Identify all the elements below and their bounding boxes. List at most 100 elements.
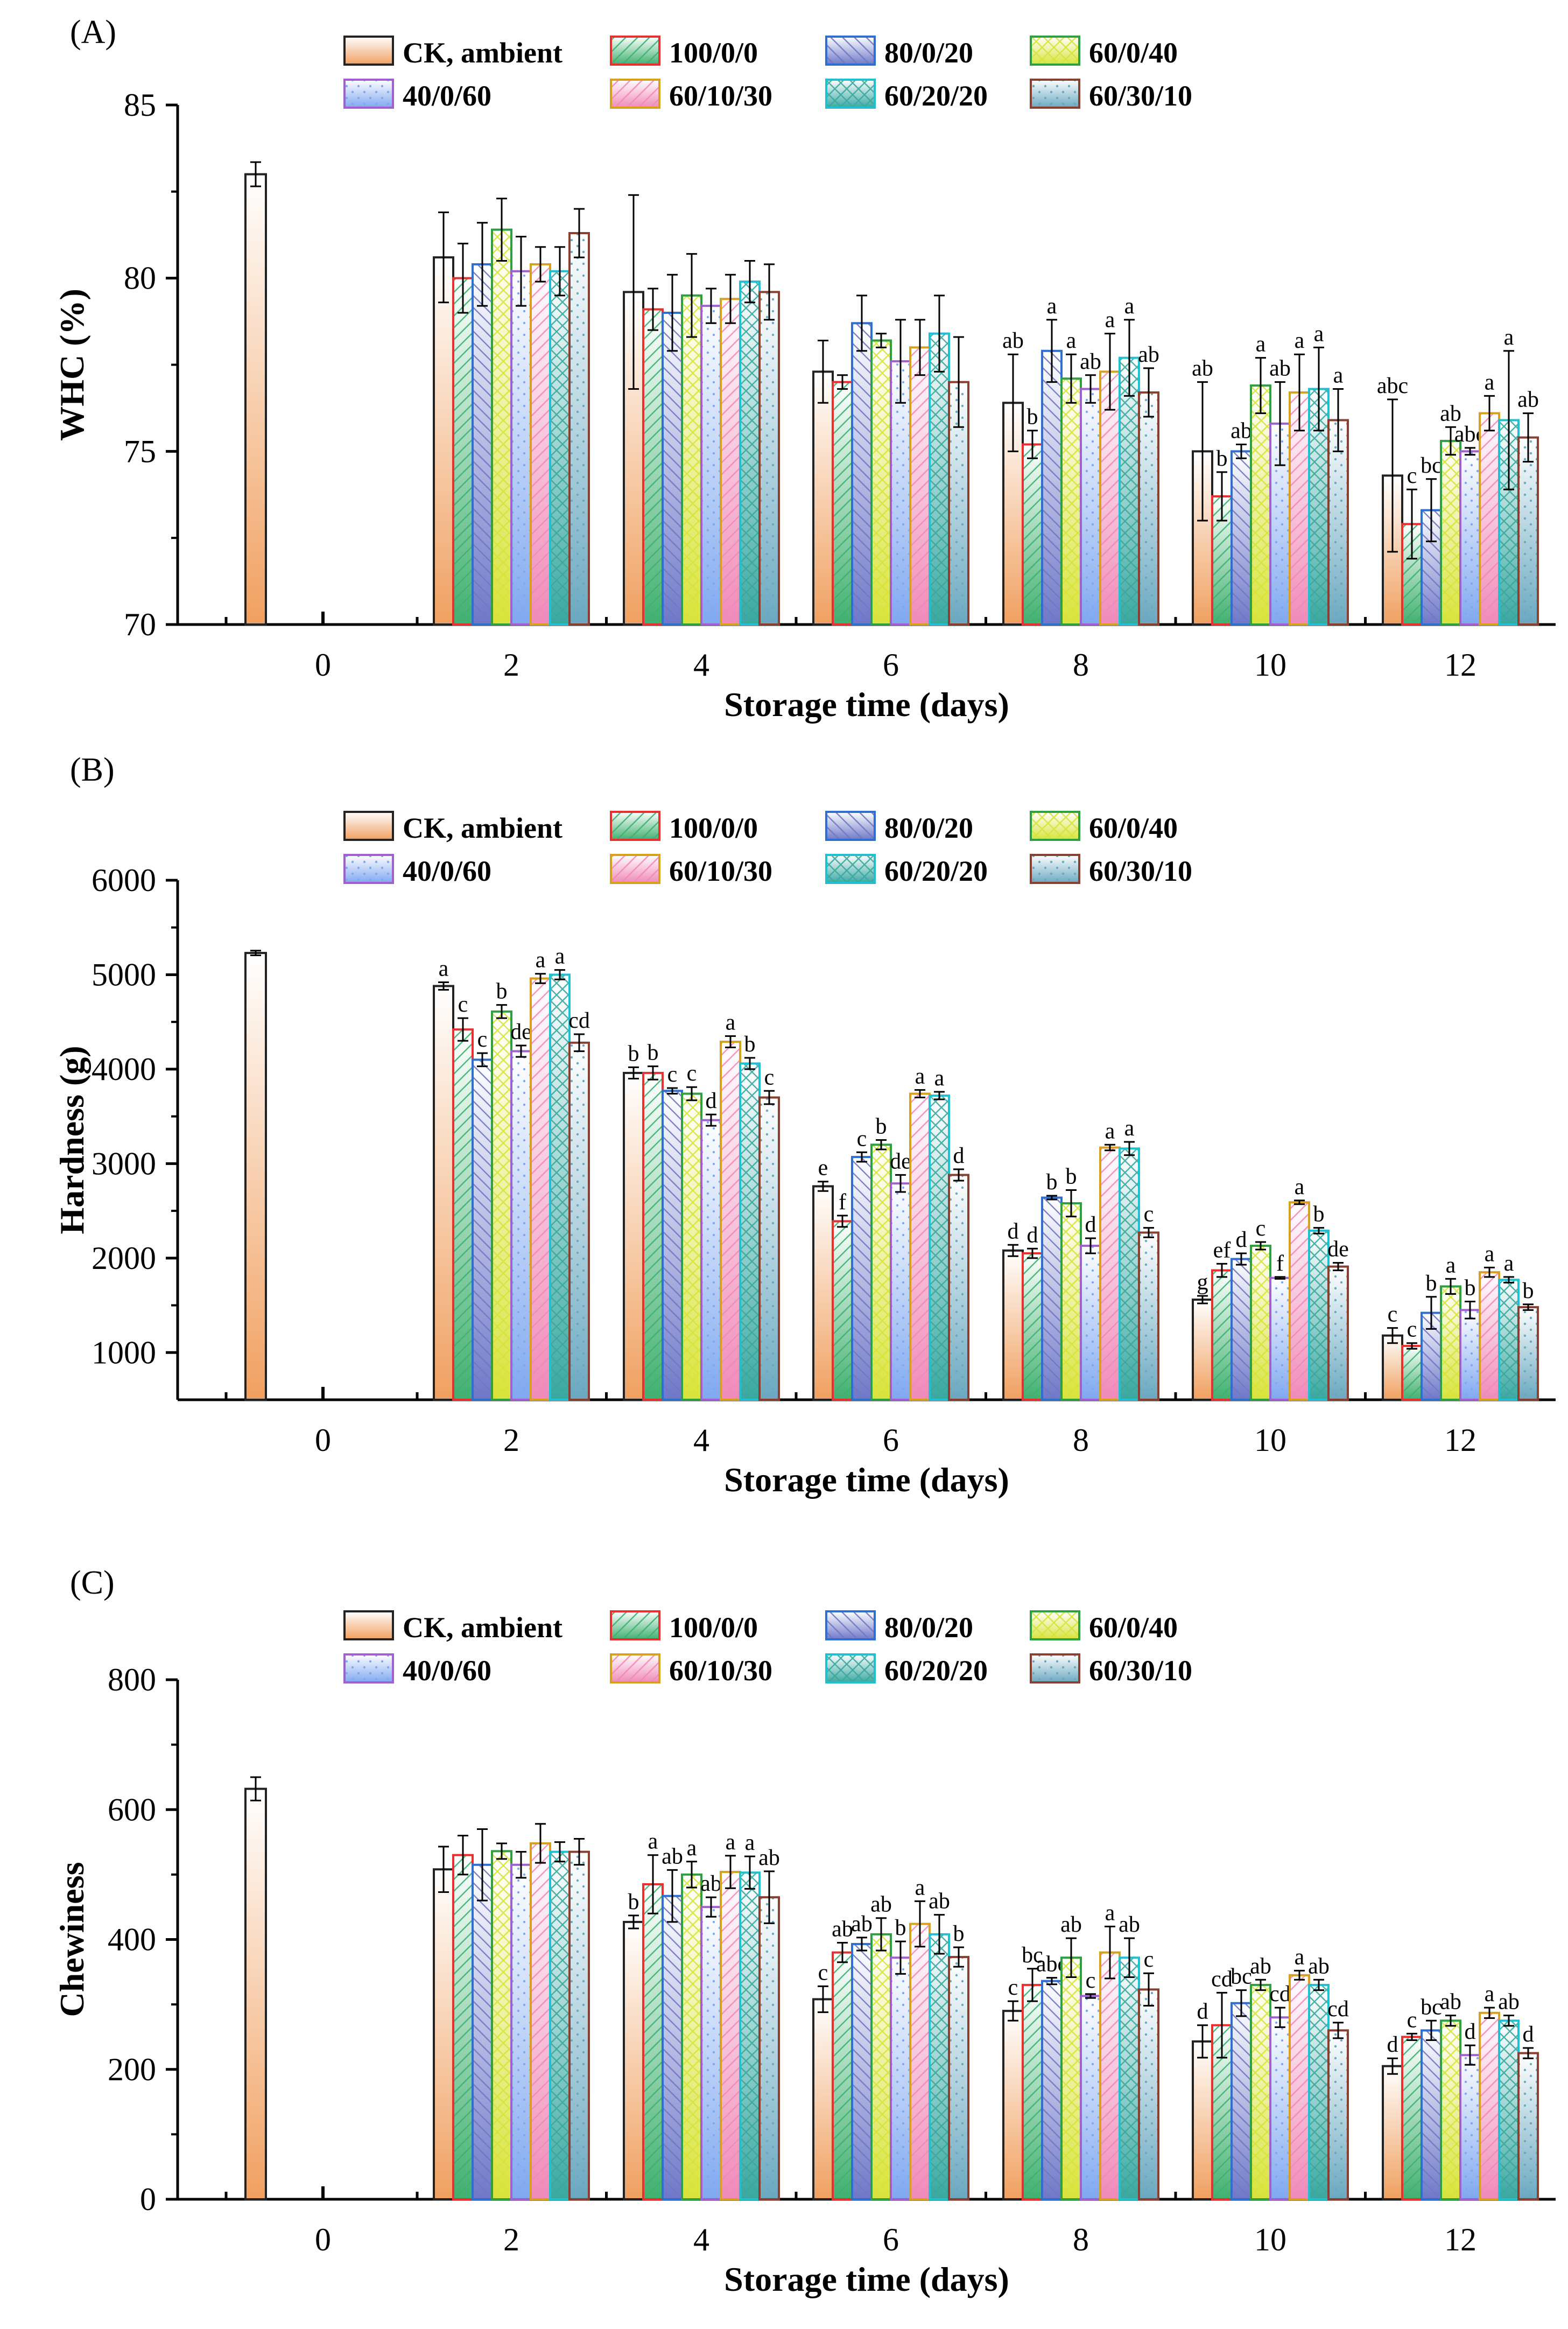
significance-label: ab (1269, 356, 1291, 381)
legend-item: 60/30/10 (1030, 1653, 1192, 1687)
panel-letter: (C) (70, 1565, 115, 1601)
bar: e (812, 1156, 834, 1401)
significance-label: ab (929, 1889, 950, 1914)
bar (739, 260, 761, 626)
significance-label: d (1465, 2019, 1476, 2044)
bar: c (1401, 464, 1423, 626)
legend-label: 60/20/20 (884, 80, 988, 112)
legend-item: 40/0/60 (343, 79, 491, 112)
bar (851, 294, 873, 626)
x-axis-title: Storage time (days) (724, 1461, 1009, 1499)
legend-item: CK, ambient (343, 811, 562, 844)
bar (681, 253, 702, 626)
significance-label: c (818, 1960, 828, 1985)
bar (452, 242, 474, 626)
bar: a (1099, 1900, 1121, 2200)
significance-label: a (1485, 370, 1495, 395)
bar: a (530, 948, 551, 1401)
bar: d (700, 1089, 722, 1401)
y-tick-label: 800 (108, 1662, 156, 1697)
significance-label: ab (851, 1912, 873, 1937)
legend-label: 60/30/10 (1089, 1654, 1192, 1687)
significance-label: c (1256, 1216, 1266, 1241)
significance-label: a (648, 1829, 658, 1854)
legend-item: 40/0/60 (343, 854, 491, 887)
x-tick-label: 0 (315, 1422, 331, 1458)
bar: b (870, 1114, 892, 1401)
bar (433, 1846, 454, 2201)
significance-label: a (1256, 332, 1266, 357)
bar: ab (851, 1912, 873, 2201)
x-tick-label: 4 (693, 647, 709, 683)
significance-label: d (1523, 2022, 1534, 2047)
bar: d (1002, 1219, 1024, 1401)
significance-label: a (1047, 294, 1057, 319)
y-axis-title: Chewiness (53, 1862, 91, 2017)
bar: c (662, 1062, 683, 1401)
bar: a (1327, 363, 1349, 626)
significance-label: c (1407, 1317, 1417, 1342)
significance-label: f (1276, 1251, 1284, 1276)
bar: c (1002, 1975, 1024, 2200)
legend-label: 80/0/20 (884, 1611, 973, 1644)
significance-label: ab (1002, 328, 1024, 353)
significance-label: ab (1192, 356, 1213, 381)
bar (530, 1823, 551, 2201)
legend-label: 60/30/10 (1089, 80, 1192, 112)
bar: ab (700, 1871, 722, 2200)
bar: ab (1080, 349, 1101, 626)
panel-2: (C) CK, ambient 100/0/0 80/0/20 60/0/40 40/0/… (53, 1565, 1556, 2298)
legend-label: 60/0/40 (1089, 812, 1178, 844)
legend-item: 60/10/30 (610, 1653, 772, 1687)
significance-label: ab (1231, 418, 1252, 443)
significance-label: e (818, 1156, 828, 1181)
significance-label: a (1295, 1175, 1305, 1199)
significance-label: b (628, 1890, 639, 1914)
bar: b (1211, 446, 1233, 626)
bar: c (1138, 1947, 1159, 2201)
significance-label: a (1295, 328, 1305, 353)
panel-letter: (B) (70, 752, 115, 788)
y-axis-title: WHC (%) (53, 289, 91, 441)
bar: c (758, 1065, 780, 1401)
y-tick-label: 85 (124, 87, 156, 123)
bar: b (1022, 405, 1043, 626)
bar: cd (1211, 1967, 1233, 2201)
legend-item: 60/10/30 (610, 79, 772, 112)
y-tick-label: 0 (140, 2181, 156, 2217)
significance-label: a (745, 1830, 755, 1855)
x-tick-label: 12 (1444, 1422, 1476, 1458)
x-tick-label: 2 (503, 2222, 519, 2257)
significance-label: de (1327, 1237, 1349, 1262)
significance-label: ab (1440, 401, 1461, 426)
x-tick-label: 8 (1073, 2222, 1089, 2257)
significance-label: a (1485, 1241, 1495, 1266)
bar: a (909, 1875, 931, 2201)
bar: d (1231, 1227, 1252, 1401)
significance-label: ab (870, 1892, 892, 1917)
significance-label: ab (1498, 1990, 1520, 2015)
bar (491, 1842, 512, 2200)
bar: ef (1211, 1238, 1233, 1401)
bar: a (739, 1830, 761, 2201)
bar (530, 246, 551, 626)
bar: d (1459, 2019, 1481, 2200)
legend-label: 100/0/0 (669, 1611, 758, 1644)
significance-label: de (510, 1020, 532, 1044)
significance-label: b (744, 1032, 756, 1057)
bar: ab (662, 1844, 683, 2200)
significance-label: b (628, 1041, 639, 1066)
significance-label: cd (568, 1008, 590, 1033)
bar: g (1192, 1270, 1213, 1401)
bar: bc (1022, 1943, 1043, 2200)
bar: b (491, 979, 512, 1401)
bar (948, 336, 969, 626)
legend-label: 80/0/20 (884, 812, 973, 844)
bar: a (642, 1829, 664, 2200)
significance-label: bc (1421, 453, 1442, 478)
bar: cd (1269, 1982, 1291, 2200)
significance-label: c (1407, 464, 1417, 488)
legend-item: 80/0/20 (825, 1610, 973, 1644)
significance-label: a (726, 1011, 736, 1035)
bar: ab (1002, 328, 1024, 626)
